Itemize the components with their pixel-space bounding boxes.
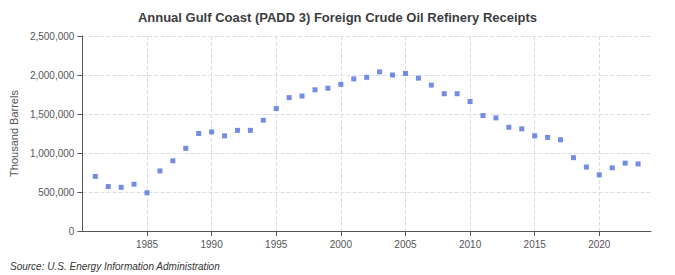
svg-text:2010: 2010	[459, 239, 482, 250]
svg-text:1995: 1995	[265, 239, 288, 250]
svg-text:Annual Gulf Coast (PADD 3) For: Annual Gulf Coast (PADD 3) Foreign Crude…	[138, 10, 537, 25]
svg-text:2,500,000: 2,500,000	[30, 31, 75, 42]
svg-text:1990: 1990	[200, 239, 223, 250]
svg-text:1985: 1985	[136, 239, 159, 250]
svg-text:0: 0	[69, 226, 75, 237]
svg-text:500,000: 500,000	[38, 187, 75, 198]
svg-text:2000: 2000	[330, 239, 353, 250]
svg-text:1,000,000: 1,000,000	[30, 148, 75, 159]
svg-text:Source: U.S. Energy Informatio: Source: U.S. Energy Information Administ…	[10, 261, 220, 272]
svg-text:2020: 2020	[588, 239, 611, 250]
svg-text:2005: 2005	[394, 239, 417, 250]
svg-text:2,000,000: 2,000,000	[30, 70, 75, 81]
svg-text:Thousand Barrels: Thousand Barrels	[8, 90, 20, 177]
svg-text:2015: 2015	[524, 239, 547, 250]
svg-text:1,500,000: 1,500,000	[30, 109, 75, 120]
